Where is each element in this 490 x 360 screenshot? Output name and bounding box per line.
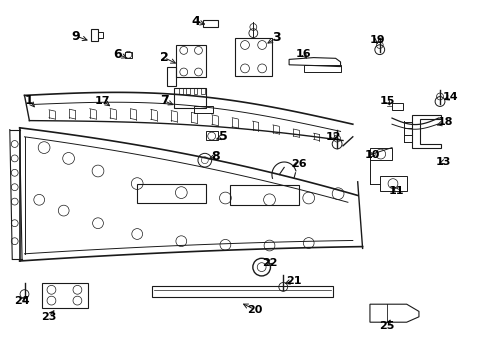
Text: 9: 9 (72, 30, 80, 42)
Text: 11: 11 (389, 186, 405, 196)
Text: 3: 3 (272, 31, 281, 44)
Text: 26: 26 (291, 159, 307, 169)
Text: 19: 19 (369, 35, 385, 45)
Text: 8: 8 (211, 150, 220, 163)
Text: 23: 23 (41, 312, 57, 322)
Text: 1: 1 (25, 94, 34, 107)
Text: 20: 20 (247, 305, 263, 315)
Text: 6: 6 (113, 48, 122, 60)
Text: 24: 24 (14, 296, 30, 306)
Text: 4: 4 (192, 15, 200, 28)
Text: 17: 17 (95, 96, 111, 106)
Text: 22: 22 (262, 258, 277, 268)
Text: 16: 16 (296, 49, 312, 59)
Text: 2: 2 (160, 51, 169, 64)
Text: 21: 21 (286, 276, 302, 286)
Text: 25: 25 (379, 321, 395, 331)
Text: 15: 15 (379, 96, 395, 106)
Text: 7: 7 (160, 94, 169, 107)
Text: 14: 14 (443, 92, 459, 102)
Text: 18: 18 (438, 117, 454, 127)
Text: 10: 10 (365, 150, 380, 160)
Text: 13: 13 (436, 157, 451, 167)
Text: 12: 12 (325, 132, 341, 142)
Text: 5: 5 (219, 130, 227, 143)
